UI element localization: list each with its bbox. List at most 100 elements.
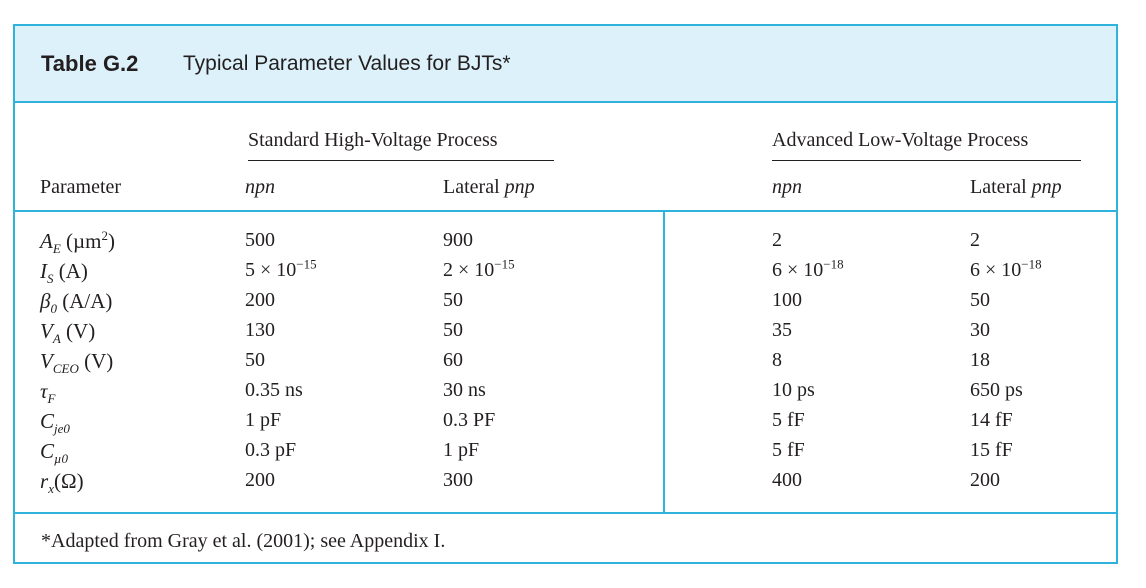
parameter-unit: (V) — [60, 319, 96, 343]
value-text: 5 fF — [772, 439, 805, 461]
parameter-cell: rx(Ω) — [40, 469, 84, 497]
parameter-cell: Cµ0 — [40, 439, 68, 465]
value-cell-c2: 60 — [443, 349, 463, 372]
value-cell-c4: 50 — [970, 289, 990, 312]
value-cell-c4: 6 × 10−18 — [970, 256, 1042, 282]
value-text: 100 — [772, 289, 802, 311]
column-header-std-pnp: Lateral pnp — [443, 176, 535, 199]
value-text: 35 — [772, 319, 792, 341]
parameter-unit: (A/A) — [56, 289, 113, 313]
parameter-subscript: S — [47, 271, 54, 287]
parameter-unit: (V) — [78, 349, 114, 373]
value-exponent: −15 — [494, 256, 515, 272]
value-text: 6 × 10 — [970, 259, 1022, 281]
table-row: IS (A) 5 × 10−15 2 × 10−15 6 × 10−18 6 × 10−… — [15, 256, 1116, 289]
value-text: 500 — [245, 229, 275, 251]
table-row: Cµ0 0.3 pF 1 pF 5 fF 15 fF — [15, 439, 1116, 469]
value-text: 0.3 PF — [443, 409, 496, 431]
value-cell-c2: 2 × 10−15 — [443, 256, 515, 282]
value-cell-c3: 2 — [772, 229, 782, 252]
column-header-parameter: Parameter — [40, 176, 122, 198]
value-text: 5 fF — [772, 409, 805, 431]
parameter-cell: β0 (A/A) — [40, 289, 113, 315]
parameter-subscript: je0 — [54, 421, 70, 437]
footnote: *Adapted from Gray et al. (2001); see Ap… — [41, 530, 446, 552]
parameter-subscript: E — [52, 241, 61, 257]
adv-pnp-italic: pnp — [1031, 176, 1062, 198]
value-cell-c3: 400 — [772, 469, 802, 492]
column-header-adv-pnp: Lateral pnp — [970, 176, 1062, 199]
column-header-std-npn: npn — [245, 176, 275, 198]
value-cell-c2: 50 — [443, 319, 463, 342]
parameter-cell: AE (µm2) — [40, 228, 115, 257]
value-text: 0.3 pF — [245, 439, 297, 461]
header-rule — [15, 210, 1116, 212]
value-cell-c2: 900 — [443, 229, 473, 252]
parameter-subscript: F — [47, 391, 56, 407]
value-cell-c1: 130 — [245, 319, 275, 342]
value-text: 18 — [970, 349, 990, 371]
value-cell-c4: 15 fF — [970, 439, 1013, 462]
parameter-symbol: V — [40, 319, 53, 343]
value-text: 50 — [443, 289, 463, 311]
value-cell-c3: 10 ps — [772, 379, 815, 402]
value-cell-c3: 100 — [772, 289, 802, 312]
value-text: 2 — [772, 229, 782, 251]
parameter-cell: τF — [40, 379, 56, 407]
parameter-cell: VA (V) — [40, 319, 96, 347]
std-pnp-italic: pnp — [504, 176, 535, 198]
value-text: 130 — [245, 319, 275, 341]
value-text: 50 — [970, 289, 990, 311]
value-text: 50 — [443, 319, 463, 341]
value-text: 30 ns — [443, 379, 486, 401]
parameter-symbol: β — [40, 289, 51, 313]
group-header-standard: Standard High-Voltage Process — [248, 129, 498, 151]
value-cell-c1: 500 — [245, 229, 275, 252]
value-text: 0.35 ns — [245, 379, 303, 401]
table-number: Table G.2 — [41, 51, 139, 76]
value-cell-c3: 6 × 10−18 — [772, 256, 844, 282]
value-text: 14 fF — [970, 409, 1013, 431]
parameter-symbol: C — [40, 439, 55, 463]
value-text: 15 fF — [970, 439, 1013, 461]
value-text: 6 × 10 — [772, 259, 824, 281]
parameter-subscript: A — [52, 331, 61, 347]
value-text: 200 — [245, 289, 275, 311]
group-header-advanced: Advanced Low-Voltage Process — [772, 129, 1029, 151]
parameter-cell: IS (A) — [40, 259, 88, 287]
parameter-unit: (Ω) — [53, 469, 84, 493]
table-row: Cje0 1 pF 0.3 PF 5 fF 14 fF — [15, 409, 1116, 439]
value-text: 60 — [443, 349, 463, 371]
group-rule-advanced — [772, 160, 1081, 161]
parameter-symbol: C — [40, 409, 55, 433]
column-header-adv-npn: npn — [772, 176, 802, 198]
footnote-rule — [15, 512, 1116, 514]
value-cell-c1: 5 × 10−15 — [245, 257, 317, 282]
table-row: VA (V) 130 50 35 30 — [15, 319, 1116, 349]
value-text: 2 — [970, 229, 980, 251]
value-text: 50 — [245, 349, 265, 371]
std-pnp-prefix: Lateral — [443, 176, 500, 198]
table-row: AE (µm2) 500 900 2 2 — [15, 229, 1116, 259]
value-text: 300 — [443, 469, 473, 491]
value-cell-c3: 35 — [772, 319, 792, 342]
value-text: 200 — [970, 469, 1000, 491]
table-title: Typical Parameter Values for BJTs* — [183, 52, 511, 75]
value-text: 650 ps — [970, 379, 1023, 401]
parameter-subscript: x — [48, 481, 54, 497]
parameter-unit: (µm2) — [60, 228, 115, 253]
value-cell-c1: 0.3 pF — [245, 439, 296, 462]
group-rule-standard — [248, 160, 554, 161]
value-cell-c2: 0.3 PF — [443, 409, 495, 432]
value-exponent: −18 — [1021, 256, 1042, 272]
value-cell-c4: 14 fF — [970, 409, 1013, 432]
value-cell-c1: 200 — [245, 289, 275, 312]
value-text: 8 — [772, 349, 782, 371]
parameter-unit: (A) — [53, 259, 88, 283]
value-cell-c4: 200 — [970, 469, 1000, 492]
value-cell-c3: 5 fF — [772, 409, 805, 432]
value-text: 400 — [772, 469, 802, 491]
value-exponent: −18 — [823, 256, 844, 272]
parameter-symbol: A — [40, 229, 53, 253]
value-text: 10 ps — [772, 379, 815, 401]
